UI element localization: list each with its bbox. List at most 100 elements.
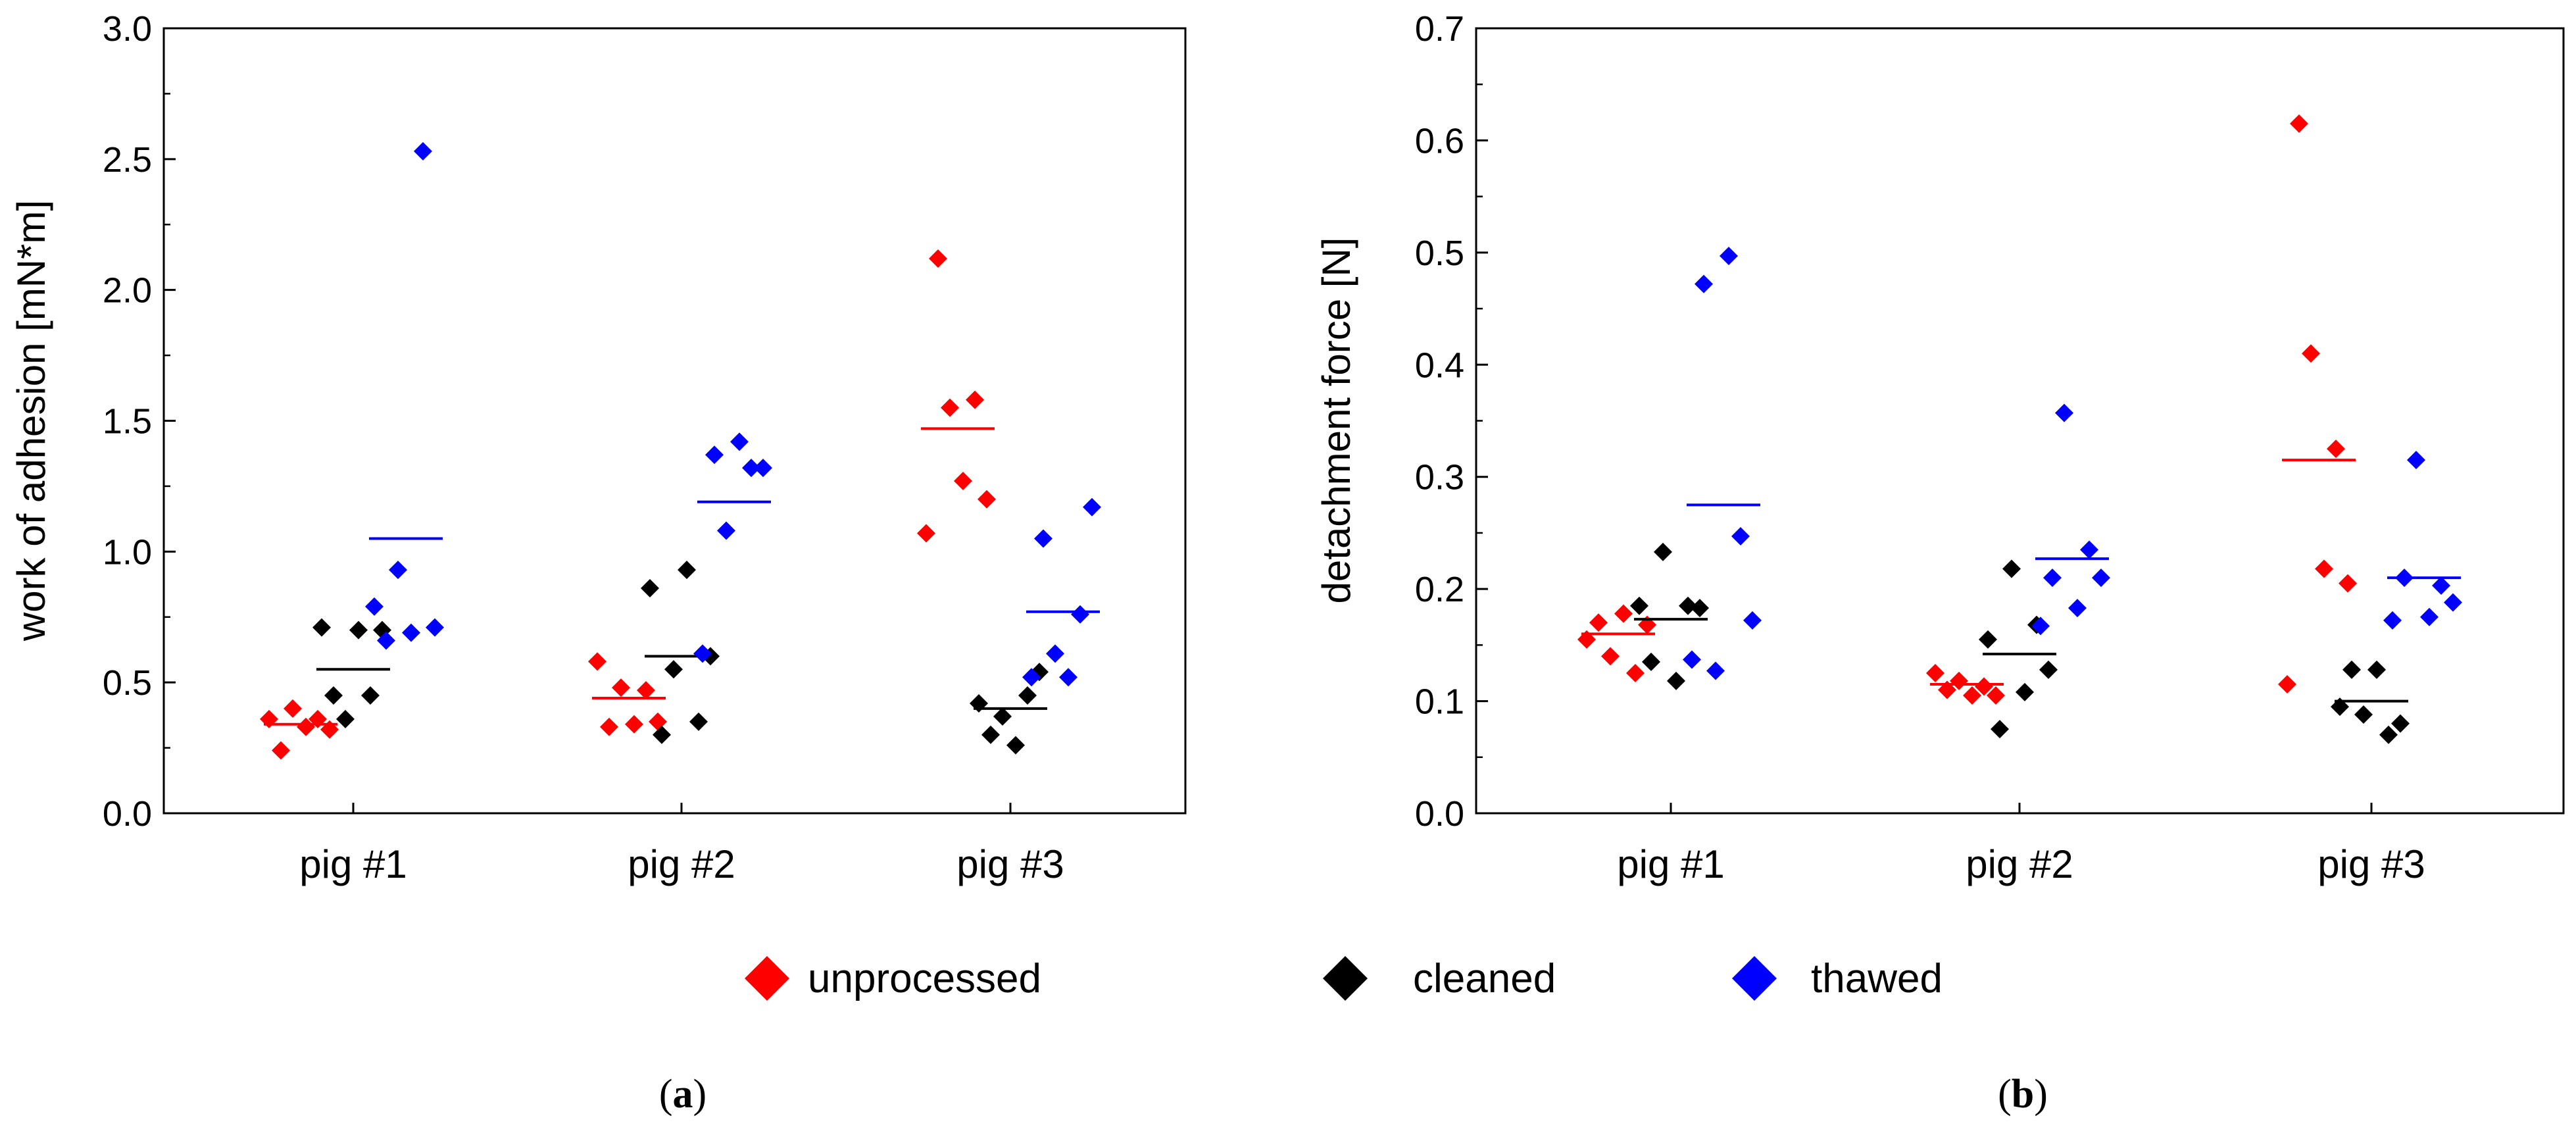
panel-a-label: (a) [659, 1072, 706, 1117]
data-point-unprocessed [941, 398, 959, 417]
data-point-cleaned [349, 620, 368, 640]
y-tick-label: 0.7 [1415, 9, 1464, 49]
data-point-unprocessed [2327, 440, 2345, 459]
data-point-cleaned [324, 686, 343, 705]
data-point-thawed [2043, 568, 2062, 588]
data-point-cleaned [1667, 671, 1685, 690]
data-point-unprocessed [284, 699, 302, 718]
data-point-thawed [389, 561, 407, 580]
legend: unprocessed cleaned thawed [745, 956, 1943, 1001]
legend-item-thawed: thawed [1732, 956, 1943, 1001]
panel-b-y-ticks: 0.0 0.1 0.2 0.3 0.4 0.5 0.6 0.7 [1415, 9, 1488, 834]
y-tick-label: 0.6 [1415, 121, 1464, 161]
data-point-cleaned [1630, 596, 1648, 615]
data-point-thawed [365, 597, 384, 616]
panel-a-x-ticks: pig #1 pig #2 pig #3 [299, 803, 1064, 886]
data-point-thawed [742, 459, 760, 478]
x-tick-label: pig #3 [2317, 842, 2425, 886]
data-point-unprocessed [2278, 675, 2296, 694]
data-point-cleaned [678, 561, 696, 580]
data-point-cleaned [312, 618, 331, 637]
panel-a-marks [260, 141, 1101, 760]
data-point-unprocessed [1589, 613, 1608, 632]
data-point-thawed [1022, 668, 1041, 687]
data-point-cleaned [1979, 630, 1997, 649]
data-point-unprocessed [1614, 604, 1633, 623]
data-point-unprocessed [1926, 663, 1944, 682]
panel-a-y-ticks: 0.0 0.5 1.0 1.5 2.0 2.5 3.0 [103, 9, 176, 834]
data-point-thawed [1731, 527, 1750, 546]
data-point-cleaned [689, 712, 708, 731]
data-point-thawed [1706, 661, 1725, 680]
x-tick-label: pig #2 [628, 842, 735, 886]
data-point-cleaned [2367, 660, 2386, 679]
data-point-unprocessed [917, 524, 935, 543]
data-point-thawed [1743, 611, 1762, 630]
panel-a-chart: work of adhesion [mN*m] 0.0 0.5 1.0 1.5 2.0 2… [9, 9, 1187, 1117]
data-point-thawed [1695, 274, 1713, 293]
y-tick-label: 2.5 [103, 140, 152, 180]
data-point-cleaned [993, 707, 1012, 726]
data-point-unprocessed [2339, 574, 2357, 593]
legend-label-cleaned: cleaned [1413, 956, 1556, 1001]
data-point-cleaned [2354, 705, 2373, 724]
data-point-unprocessed [1963, 686, 1981, 705]
data-point-thawed [2432, 576, 2450, 595]
data-point-thawed [402, 623, 420, 642]
legend-marker-cleaned [1323, 956, 1368, 1001]
data-point-thawed [1083, 497, 1101, 517]
data-point-thawed [1720, 246, 1738, 265]
data-point-unprocessed [600, 717, 618, 736]
panel-b-x-ticks: pig #1 pig #2 pig #3 [1617, 803, 2425, 886]
data-point-unprocessed [2315, 559, 2333, 578]
x-tick-label: pig #3 [956, 842, 1064, 886]
y-tick-label: 0.4 [1415, 345, 1464, 385]
data-point-thawed [754, 459, 772, 478]
y-tick-label: 0.5 [103, 663, 152, 703]
y-tick-label: 3.0 [103, 9, 152, 49]
data-point-unprocessed [637, 681, 655, 700]
data-point-thawed [693, 644, 712, 663]
data-point-thawed [2383, 611, 2402, 630]
data-point-unprocessed [978, 490, 996, 509]
data-point-unprocessed [954, 471, 972, 490]
data-point-thawed [2068, 599, 2087, 618]
data-point-thawed [2444, 593, 2462, 612]
data-point-unprocessed [966, 390, 984, 409]
data-point-thawed [730, 432, 749, 451]
data-point-cleaned [2039, 660, 2058, 679]
data-point-thawed [1034, 529, 1053, 548]
data-point-unprocessed [272, 741, 290, 760]
data-point-cleaned [2002, 559, 2021, 578]
data-point-cleaned [664, 660, 683, 679]
data-point-thawed [705, 445, 724, 465]
data-point-unprocessed [1987, 686, 2005, 705]
data-point-cleaned [641, 579, 659, 598]
data-point-thawed [2080, 540, 2098, 559]
y-tick-label: 0.0 [1415, 794, 1464, 834]
data-point-unprocessed [1975, 677, 1993, 696]
y-tick-label: 2.0 [103, 271, 152, 311]
y-tick-label: 1.0 [103, 532, 152, 572]
data-point-thawed [2407, 451, 2425, 470]
data-point-unprocessed [612, 678, 630, 697]
data-point-unprocessed [297, 717, 315, 736]
data-point-thawed [2092, 568, 2110, 588]
x-tick-label: pig #2 [1966, 842, 2073, 886]
y-tick-label: 0.5 [1415, 234, 1464, 273]
data-point-thawed [1059, 668, 1077, 687]
y-tick-label: 0.1 [1415, 682, 1464, 722]
legend-label-unprocessed: unprocessed [808, 956, 1041, 1001]
data-point-unprocessed [2302, 344, 2320, 363]
data-point-cleaned [1018, 686, 1037, 705]
data-point-unprocessed [1626, 663, 1645, 682]
data-point-unprocessed [625, 715, 643, 734]
data-point-thawed [1046, 644, 1064, 663]
data-point-unprocessed [929, 249, 947, 268]
data-point-cleaned [1654, 542, 1672, 561]
legend-item-cleaned: cleaned [1323, 956, 1556, 1001]
x-tick-label: pig #1 [1617, 842, 1724, 886]
data-point-cleaned [1642, 652, 1660, 671]
x-tick-label: pig #1 [299, 842, 407, 886]
